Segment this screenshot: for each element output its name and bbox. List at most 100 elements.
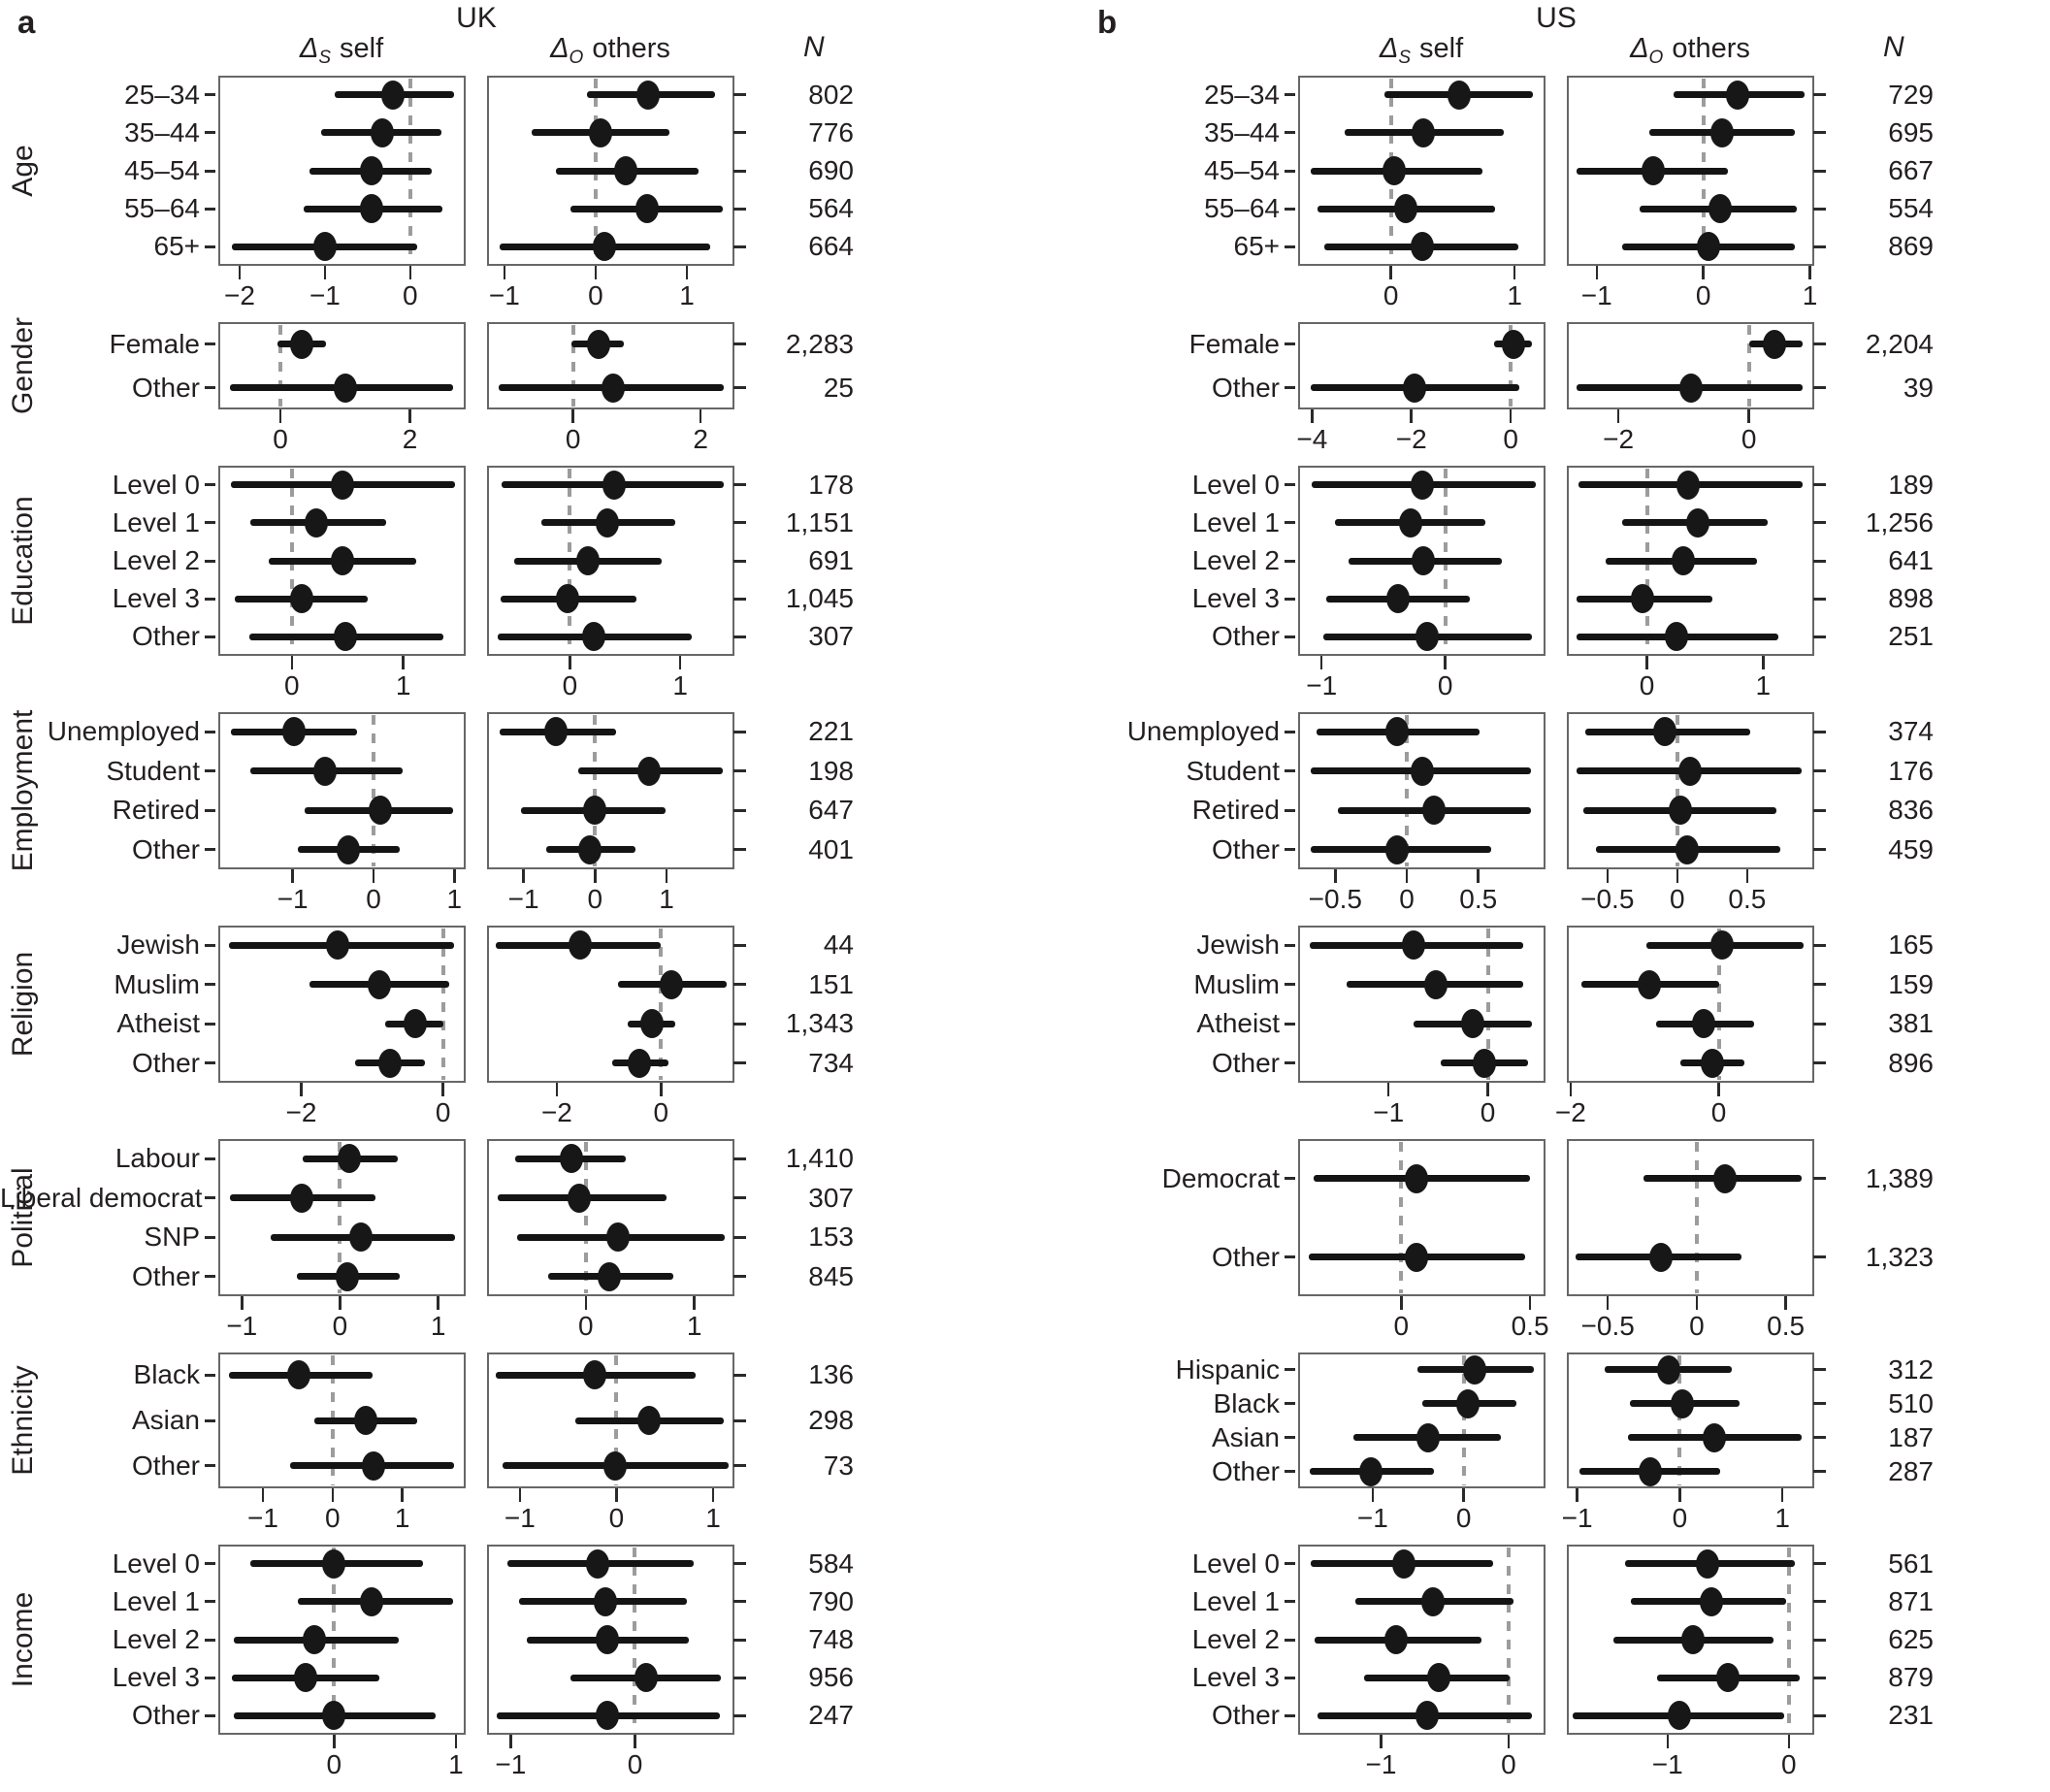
point-estimate xyxy=(404,1009,428,1039)
n-tick xyxy=(1813,943,1826,947)
axis-tick xyxy=(615,1488,618,1502)
category-label: Other xyxy=(1211,1700,1280,1731)
axis-tick xyxy=(1389,266,1392,279)
point-estimate xyxy=(602,373,626,403)
row-tick xyxy=(205,386,215,389)
point-estimate xyxy=(330,546,354,575)
n-value: 73 xyxy=(823,1450,854,1481)
category-label: Hispanic xyxy=(1175,1353,1280,1385)
point-estimate xyxy=(578,834,602,864)
axis-tick xyxy=(1386,1083,1390,1096)
zero-line xyxy=(1675,715,1679,866)
point-estimate xyxy=(1701,1048,1725,1078)
panel-letter: a xyxy=(17,4,36,40)
point-estimate xyxy=(1709,930,1734,961)
axis-tick xyxy=(1405,869,1409,883)
point-estimate xyxy=(606,1222,631,1253)
n-value: 151 xyxy=(808,968,854,999)
axis-tick xyxy=(1595,266,1599,279)
row-tick xyxy=(1285,1022,1295,1026)
n-tick xyxy=(733,1061,746,1065)
category-label: Level 3 xyxy=(1191,1662,1280,1693)
axis-tick xyxy=(1334,869,1337,883)
n-tick xyxy=(1813,1713,1826,1717)
row-tick xyxy=(205,1196,215,1200)
delta-symbol: Δ xyxy=(299,33,319,64)
row-tick xyxy=(205,207,215,211)
zero-line xyxy=(372,715,375,866)
axis-tick-label: −2 xyxy=(1554,1097,1586,1127)
point-estimate xyxy=(1762,329,1786,359)
n-value: 776 xyxy=(808,116,854,147)
point-estimate xyxy=(294,1663,318,1693)
category-label: 35–44 xyxy=(124,116,200,147)
axis-tick xyxy=(503,266,506,279)
category-label: Level 0 xyxy=(112,469,200,500)
n-value: 1,151 xyxy=(785,506,854,538)
axis-tick xyxy=(678,656,682,669)
point-estimate xyxy=(1668,1701,1692,1731)
category-label: Unemployed xyxy=(1126,716,1280,747)
axis-tick xyxy=(584,1296,588,1310)
n-tick xyxy=(733,386,746,389)
row-tick xyxy=(205,943,215,947)
n-value: 561 xyxy=(1888,1548,1934,1579)
n-tick xyxy=(733,1676,746,1679)
point-estimate xyxy=(640,1009,665,1039)
row-tick xyxy=(1285,93,1295,97)
row-tick xyxy=(205,1275,215,1279)
point-estimate xyxy=(1447,80,1471,110)
axis-tick xyxy=(1787,1735,1790,1748)
axis-tick-label: −1 xyxy=(1306,670,1338,701)
n-tick xyxy=(733,483,746,487)
point-estimate xyxy=(587,329,610,359)
panel-b: b US ΔS self ΔO others N 0 1 −1 0 1 25–34 729 35–… xyxy=(1080,0,2050,1792)
axis-tick xyxy=(1509,409,1513,423)
axis-tick xyxy=(1762,656,1765,669)
n-tick xyxy=(1813,244,1826,248)
row-tick xyxy=(205,342,215,345)
n-value: 1,045 xyxy=(785,583,854,614)
n-tick xyxy=(1813,730,1826,733)
axis-tick xyxy=(408,409,411,423)
n-value: 1,323 xyxy=(1865,1241,1934,1272)
group-label-religion: Religion xyxy=(7,951,39,1058)
n-value: 1,410 xyxy=(785,1143,854,1174)
axis-tick-label: 0.5 xyxy=(1459,884,1498,914)
axis-tick-label: −0.5 xyxy=(1580,884,1635,914)
row-tick xyxy=(205,983,215,987)
axis-tick-label: 0 xyxy=(1393,1311,1410,1341)
axis-tick-label: −1 xyxy=(1356,1503,1388,1533)
axis-tick-label: 0 xyxy=(1383,280,1399,310)
point-estimate xyxy=(1410,470,1434,500)
axis-tick-label: 0 xyxy=(332,1311,348,1341)
row-tick xyxy=(1285,1470,1295,1473)
n-value: 510 xyxy=(1888,1387,1934,1418)
n-value: 221 xyxy=(808,716,854,747)
n-tick xyxy=(1813,1402,1826,1405)
axis-tick xyxy=(594,266,598,279)
plot-box-others xyxy=(1567,1139,1814,1296)
axis-tick-label: 0 xyxy=(627,1749,643,1779)
axis-tick-label: 1 xyxy=(394,1503,410,1533)
point-estimate xyxy=(582,1360,606,1390)
axis-tick xyxy=(594,869,597,883)
point-estimate xyxy=(290,584,314,614)
axis-tick xyxy=(300,1083,303,1096)
point-estimate xyxy=(1461,1009,1485,1039)
point-estimate xyxy=(1681,1625,1705,1654)
n-value: 251 xyxy=(1888,621,1934,652)
axis-tick xyxy=(1747,409,1750,423)
n-value: 2,204 xyxy=(1865,328,1934,359)
axis-tick xyxy=(437,1296,439,1310)
point-estimate xyxy=(1638,1456,1662,1486)
category-label: Jewish xyxy=(116,929,200,961)
axis-tick xyxy=(1380,1735,1383,1748)
category-label: Black xyxy=(1213,1387,1280,1418)
category-label: Level 3 xyxy=(1191,583,1280,614)
axis-tick-label: 0 xyxy=(284,670,300,701)
row-tick xyxy=(205,808,215,812)
category-label: 65+ xyxy=(1233,231,1281,262)
n-value: 667 xyxy=(1888,155,1934,185)
